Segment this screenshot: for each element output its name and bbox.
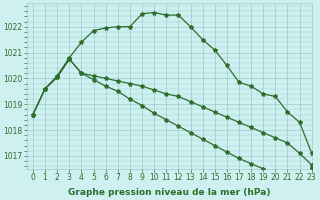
X-axis label: Graphe pression niveau de la mer (hPa): Graphe pression niveau de la mer (hPa): [68, 188, 270, 197]
